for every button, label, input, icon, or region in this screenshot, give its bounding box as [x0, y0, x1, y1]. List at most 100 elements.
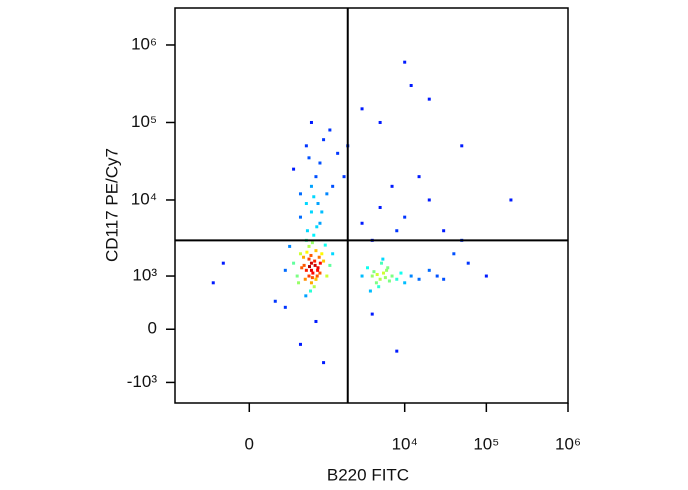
event-point — [292, 261, 296, 265]
event-point — [309, 210, 313, 214]
event-point — [312, 285, 316, 289]
event-point — [273, 299, 277, 303]
event-point — [427, 268, 431, 272]
event-point — [460, 144, 464, 148]
event-point — [325, 274, 329, 278]
event-point — [307, 156, 311, 160]
event-point — [304, 144, 308, 148]
x-axis-label: B220 FITC — [327, 465, 409, 484]
event-point — [298, 192, 302, 196]
event-point — [305, 250, 309, 254]
event-point — [442, 229, 446, 233]
x-tick-label: 10⁵ — [473, 434, 499, 453]
event-point — [317, 255, 321, 259]
event-point — [309, 268, 313, 272]
event-point — [307, 257, 311, 261]
event-point — [308, 289, 312, 293]
event-point — [312, 233, 316, 237]
event-point — [370, 312, 374, 316]
event-point — [304, 202, 308, 206]
event-point — [368, 289, 372, 293]
event-point — [372, 270, 376, 274]
event-point — [360, 221, 364, 225]
event-point — [378, 205, 382, 209]
event-point — [310, 241, 314, 245]
event-point — [385, 268, 389, 272]
event-point — [383, 276, 387, 280]
event-point — [390, 274, 394, 278]
event-point — [417, 175, 421, 179]
x-tick-label: 10⁶ — [555, 434, 581, 453]
event-point — [509, 198, 513, 202]
event-point — [316, 266, 320, 270]
event-point — [316, 268, 320, 272]
event-point — [314, 249, 318, 253]
event-point — [292, 167, 296, 171]
event-point — [283, 305, 287, 309]
event-point — [320, 252, 324, 256]
event-point — [309, 281, 313, 285]
event-point — [395, 349, 399, 353]
event-point — [298, 215, 302, 219]
event-point — [303, 277, 307, 281]
event-point — [375, 273, 379, 277]
event-point — [366, 266, 370, 270]
event-point — [211, 281, 215, 285]
event-point — [300, 266, 304, 270]
event-point — [427, 198, 431, 202]
event-point — [309, 261, 313, 265]
event-point — [331, 184, 335, 188]
event-point — [315, 274, 319, 278]
event-point — [382, 271, 386, 275]
event-point — [328, 263, 332, 267]
points — [211, 60, 513, 365]
event-point — [320, 210, 324, 214]
event-point — [466, 261, 470, 265]
y-tick-label: 10⁶ — [131, 34, 157, 53]
event-point — [417, 277, 421, 281]
event-point — [309, 120, 313, 124]
event-point — [318, 261, 322, 265]
event-point — [360, 107, 364, 111]
event-point — [315, 225, 319, 229]
event-point — [318, 161, 322, 165]
y-tick-label: 10⁵ — [131, 112, 157, 131]
event-point — [331, 252, 335, 256]
y-tick-label: 0 — [148, 319, 157, 338]
event-point — [378, 120, 382, 124]
y-tick-label: 10³ — [132, 266, 157, 285]
event-point — [316, 202, 320, 206]
event-point — [310, 276, 314, 280]
plot-frame — [174, 7, 569, 404]
event-point — [221, 261, 225, 265]
event-point — [377, 285, 381, 289]
event-point — [295, 274, 299, 278]
event-point — [313, 259, 317, 263]
x-tick-label: 0 — [245, 434, 254, 453]
event-point — [342, 175, 346, 179]
event-point — [307, 274, 311, 278]
event-point — [360, 274, 364, 278]
event-point — [314, 277, 318, 281]
event-point — [298, 342, 302, 346]
event-point — [307, 244, 311, 248]
event-point — [297, 281, 301, 285]
event-point — [313, 263, 317, 267]
event-point — [378, 277, 382, 281]
event-point — [314, 175, 318, 179]
event-point — [390, 184, 394, 188]
event-point — [442, 277, 446, 281]
event-point — [325, 192, 329, 196]
event-point — [395, 277, 399, 281]
event-point — [309, 184, 313, 188]
y-tick-label: 10⁴ — [131, 189, 157, 208]
event-point — [370, 274, 374, 278]
event-point — [308, 265, 312, 269]
event-point — [403, 60, 407, 64]
event-point — [314, 319, 318, 323]
event-point — [304, 294, 308, 298]
event-point — [304, 268, 308, 272]
event-point — [409, 274, 413, 278]
event-point — [403, 281, 407, 285]
